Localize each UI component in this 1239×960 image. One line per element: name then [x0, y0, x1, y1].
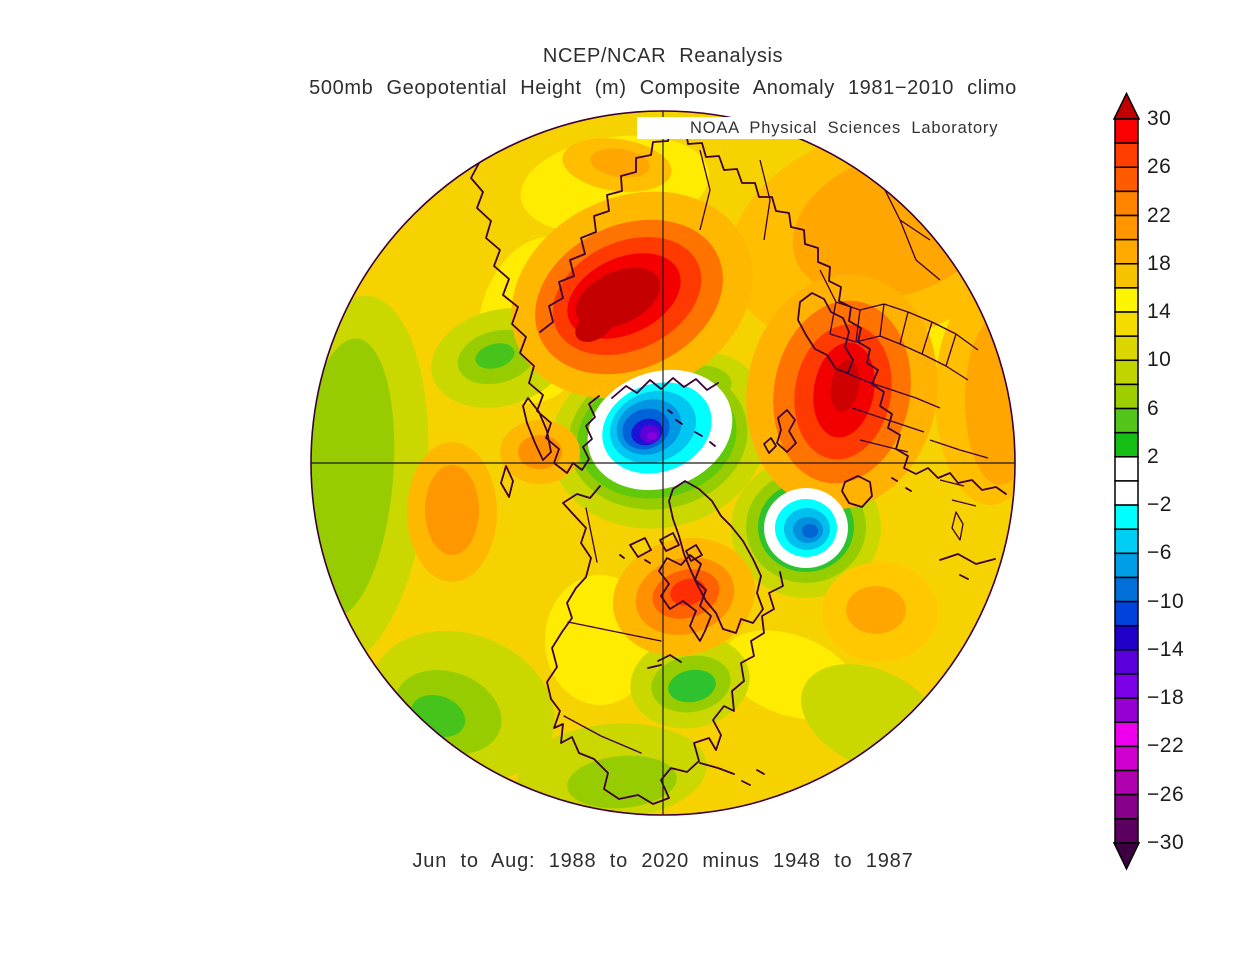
colorbar-cell	[1114, 600, 1139, 627]
colorbar-tick-label: 14	[1147, 300, 1172, 323]
colorbar-cell	[1114, 624, 1139, 651]
colorbar-cell	[1114, 769, 1139, 796]
colorbar-tick-label: 2	[1147, 444, 1160, 468]
map-outline	[310, 110, 1016, 816]
colorbar-cell	[1114, 238, 1139, 265]
colorbar-tick-label: 18	[1147, 251, 1172, 275]
colorbar-cell	[1114, 818, 1139, 844]
colorbar-cell	[1114, 649, 1139, 675]
colorbar-cell	[1114, 142, 1139, 169]
colorbar-scale	[1113, 92, 1141, 871]
colorbar-cell	[1114, 190, 1139, 217]
colorbar-cell	[1114, 793, 1139, 820]
noaa-psl-watermark: NOAA Physical Sciences Laboratory	[690, 119, 999, 137]
colorbar-tick-label: −22	[1147, 734, 1185, 758]
plot-subtitle: 500mb Geopotential Height (m) Composite …	[309, 77, 1017, 99]
colorbar-cell	[1114, 456, 1139, 482]
colorbar-cell	[1114, 673, 1139, 699]
colorbar-tick-label: −6	[1147, 541, 1172, 565]
colorbar-cell	[1114, 697, 1139, 723]
colorbar-cell	[1114, 431, 1139, 458]
colorbar-cell	[1114, 552, 1139, 579]
negative-anomaly-blobs	[587, 369, 848, 568]
colorbar-tick-label: −26	[1147, 782, 1185, 806]
colorbar-cell	[1114, 745, 1139, 772]
colorbar: 30 26 22 18 14 10 6 2 −2 −6 −10 −14 −18 −22 −26 −30	[1113, 92, 1239, 878]
colorbar-tick-label: 6	[1147, 396, 1160, 420]
colorbar-cell	[1114, 359, 1139, 386]
watermark-box	[637, 117, 899, 139]
colorbar-bottom-arrow	[1113, 842, 1141, 871]
colorbar-cell	[1114, 576, 1139, 603]
colorbar-cell	[1114, 118, 1139, 144]
colorbar-cell	[1114, 214, 1139, 241]
crosshair	[311, 111, 1015, 815]
colorbar-cell	[1114, 504, 1139, 530]
colorbar-tick-label: −30	[1147, 830, 1185, 854]
colorbar-cell	[1114, 311, 1139, 337]
colorbar-cell	[1114, 263, 1139, 289]
colorbar-tick-label: 30	[1147, 107, 1172, 130]
colorbar-tick-label: 22	[1147, 203, 1172, 227]
colorbar-cell	[1114, 528, 1139, 555]
colorbar-tick-label: −2	[1147, 493, 1172, 517]
colorbar-cell	[1114, 721, 1139, 748]
map-fill-contours	[311, 111, 1015, 815]
colorbar-cell	[1114, 166, 1139, 193]
colorbar-cell	[1114, 287, 1139, 313]
colorbar-cell	[1114, 335, 1139, 362]
colorbar-tick-label: 10	[1147, 348, 1172, 372]
colorbar-top-arrow	[1113, 92, 1141, 120]
coastlines	[425, 127, 1007, 805]
composite-caption: Jun to Aug: 1988 to 2020 minus 1948 to 1…	[412, 850, 914, 872]
colorbar-tick-label: −10	[1147, 589, 1185, 613]
colorbar-cell	[1114, 480, 1139, 506]
colorbar-cell	[1114, 407, 1139, 434]
plot-title: NCEP/NCAR Reanalysis	[542, 45, 784, 67]
colorbar-cell	[1114, 383, 1139, 410]
colorbar-tick-label: −14	[1147, 637, 1185, 661]
colorbar-tick-label: −18	[1147, 686, 1185, 710]
colorbar-tick-label: 26	[1147, 155, 1172, 179]
